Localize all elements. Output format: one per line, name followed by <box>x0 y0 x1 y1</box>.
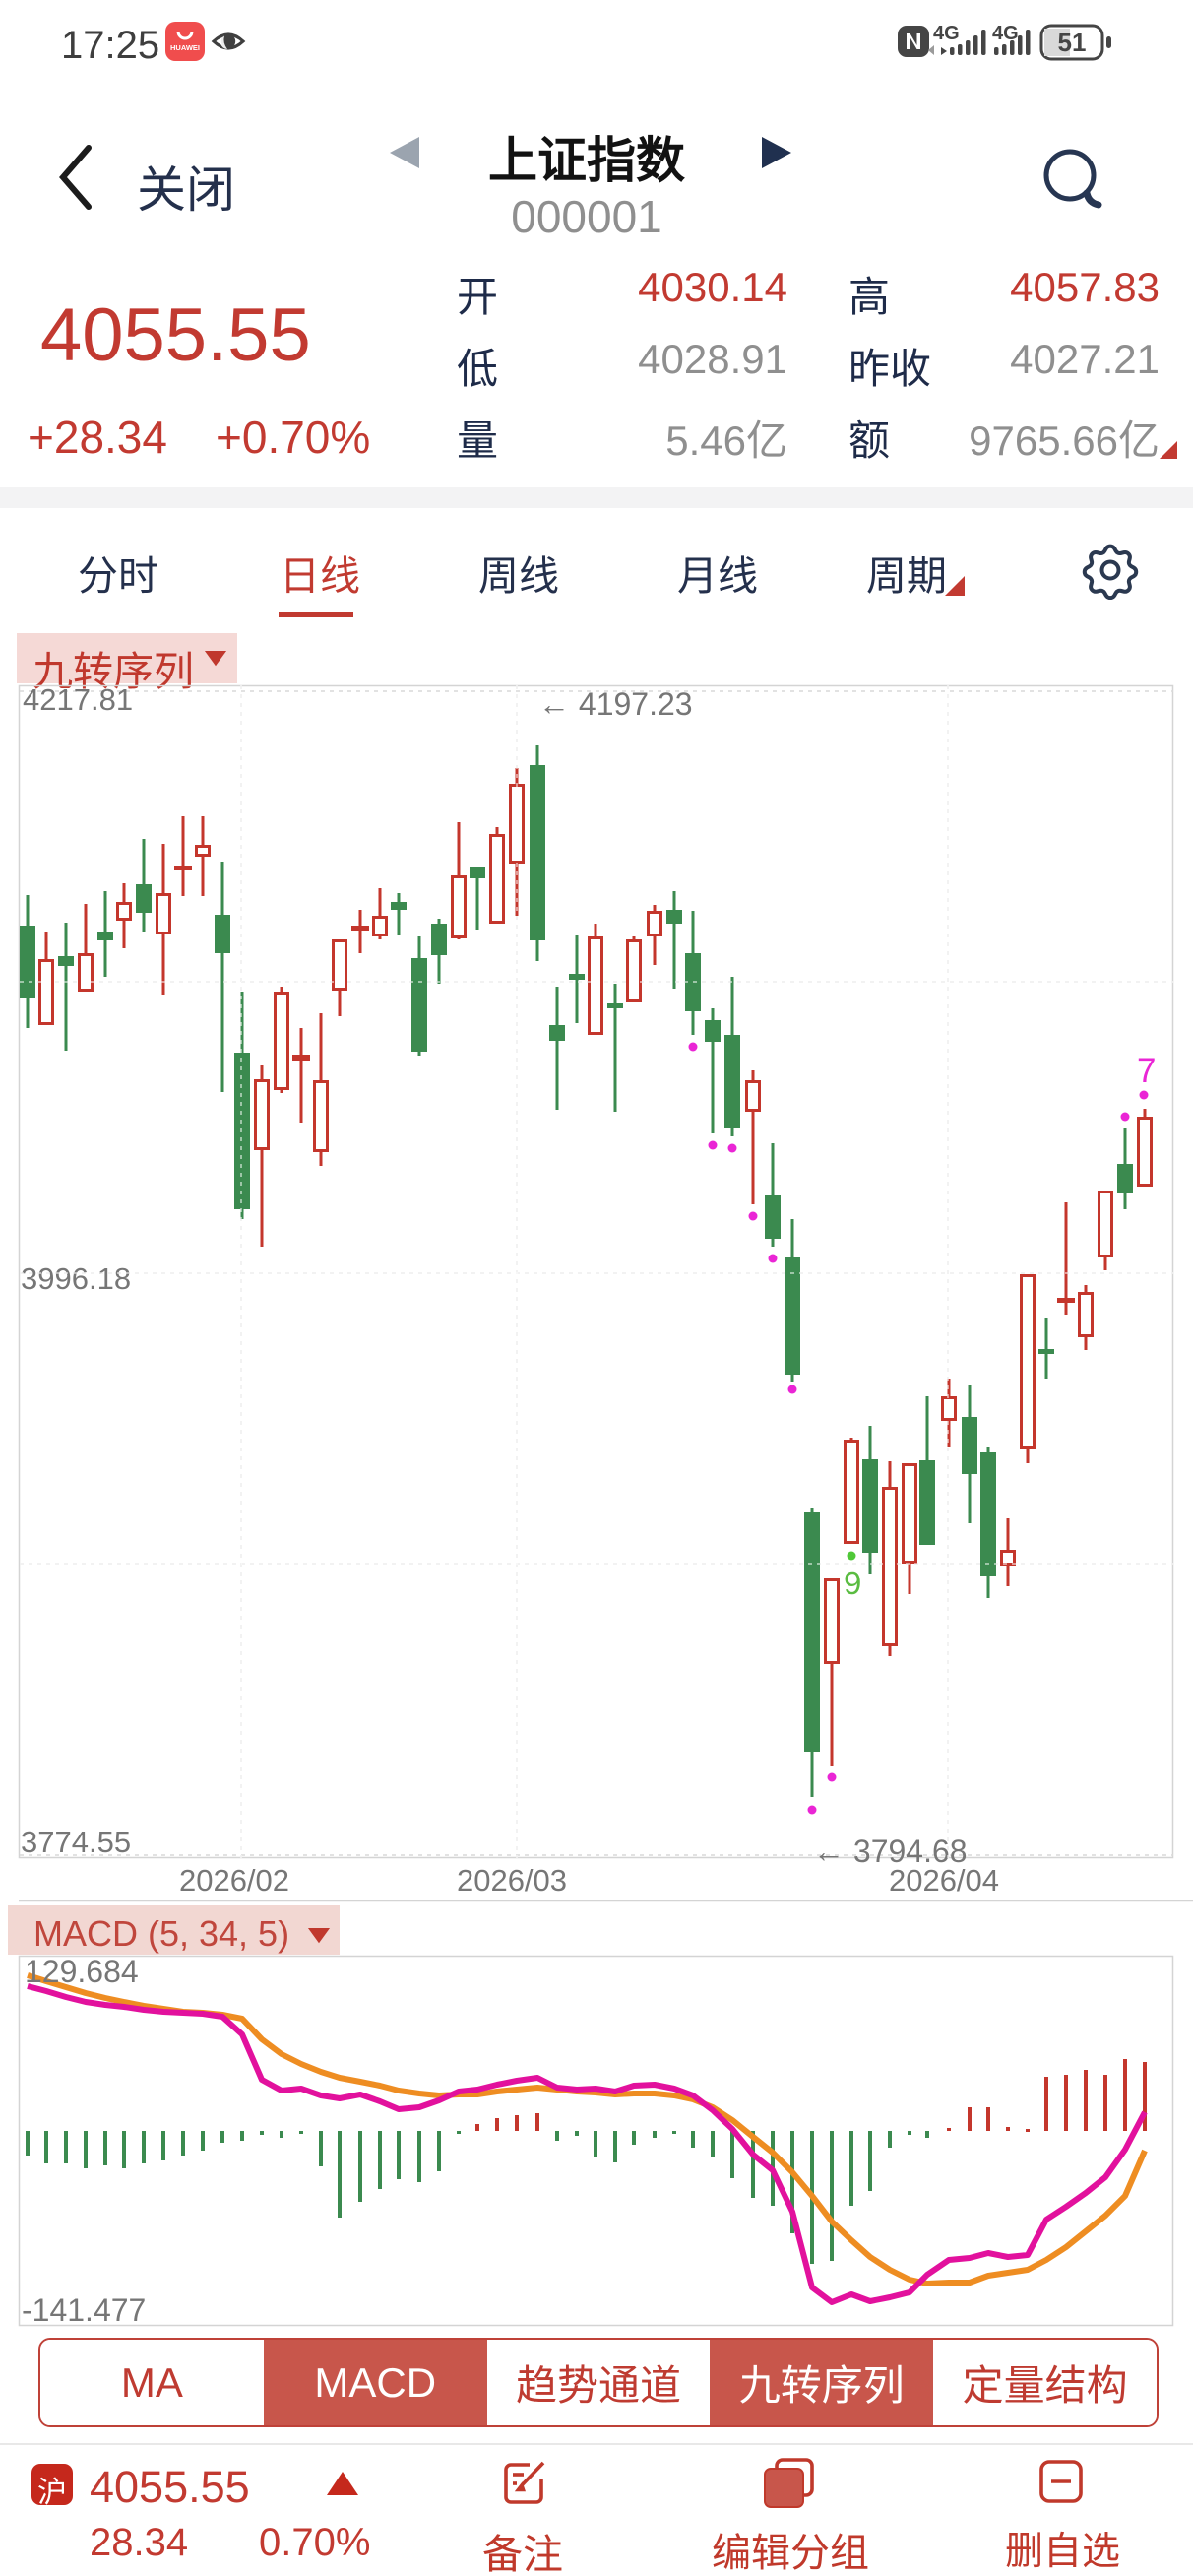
svg-text:2026/03: 2026/03 <box>457 1863 567 1898</box>
svg-text:4G: 4G <box>933 23 960 44</box>
svg-text:7: 7 <box>1137 1052 1156 1090</box>
svg-text:3996.18: 3996.18 <box>21 1261 131 1296</box>
svg-text:51: 51 <box>1058 28 1087 57</box>
svg-text:9: 9 <box>844 1565 861 1601</box>
svg-text:HUAWEI: HUAWEI <box>170 43 200 52</box>
svg-text:← 3794.68: ← 3794.68 <box>813 1834 968 1869</box>
svg-text:4217.81: 4217.81 <box>23 682 133 717</box>
svg-text:2026/02: 2026/02 <box>179 1863 289 1898</box>
svg-text:← 4197.23: ← 4197.23 <box>538 686 693 722</box>
svg-text:-141.477: -141.477 <box>22 2292 146 2328</box>
svg-text:3774.55: 3774.55 <box>21 1825 131 1859</box>
svg-text:129.684: 129.684 <box>25 1954 139 1989</box>
svg-text:2026/04: 2026/04 <box>889 1863 999 1898</box>
svg-text:4G: 4G <box>992 23 1019 44</box>
